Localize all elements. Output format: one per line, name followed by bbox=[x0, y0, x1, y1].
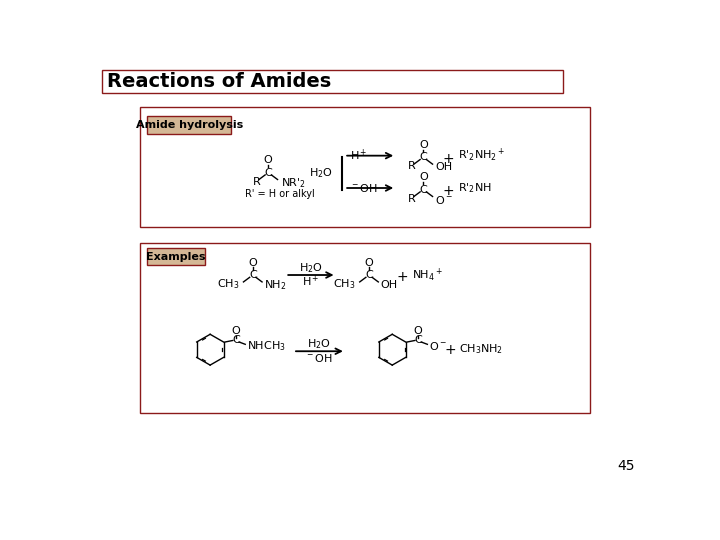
Text: Amide hydrolysis: Amide hydrolysis bbox=[135, 120, 243, 130]
Text: +: + bbox=[442, 184, 454, 198]
Text: O: O bbox=[419, 172, 428, 182]
Text: C: C bbox=[419, 185, 427, 194]
Text: C: C bbox=[419, 152, 427, 162]
Text: C: C bbox=[365, 270, 373, 280]
Text: CH$_3$: CH$_3$ bbox=[333, 278, 356, 291]
Text: 45: 45 bbox=[617, 459, 635, 473]
Text: NH$_2$: NH$_2$ bbox=[264, 278, 287, 292]
Text: O: O bbox=[264, 156, 273, 165]
Text: C: C bbox=[264, 167, 272, 178]
Text: O$^-$: O$^-$ bbox=[435, 193, 453, 206]
Bar bbox=[148, 116, 231, 134]
Text: R'$_2$NH: R'$_2$NH bbox=[458, 181, 492, 195]
Bar bbox=[140, 107, 590, 226]
Text: H$_2$O: H$_2$O bbox=[299, 261, 323, 275]
Text: C: C bbox=[232, 335, 240, 346]
Bar bbox=[148, 248, 204, 265]
Text: OH: OH bbox=[381, 280, 397, 290]
Text: CH$_3$: CH$_3$ bbox=[217, 278, 240, 291]
Text: O: O bbox=[414, 326, 423, 336]
Text: $^-$OH: $^-$OH bbox=[351, 182, 379, 194]
Bar bbox=[140, 244, 590, 413]
Text: $^-$OH: $^-$OH bbox=[305, 352, 333, 364]
Text: NR'$_2$: NR'$_2$ bbox=[281, 176, 305, 190]
Text: O: O bbox=[419, 140, 428, 150]
Text: R' = H or alkyl: R' = H or alkyl bbox=[245, 189, 315, 199]
Text: +: + bbox=[442, 152, 454, 166]
Text: O: O bbox=[232, 326, 240, 336]
Text: H$_2$O: H$_2$O bbox=[307, 338, 331, 351]
Text: +: + bbox=[397, 269, 408, 284]
Bar bbox=[102, 70, 563, 93]
Text: Examples: Examples bbox=[146, 252, 206, 261]
Text: NH$_4$$^+$: NH$_4$$^+$ bbox=[413, 266, 444, 284]
Text: O: O bbox=[248, 258, 257, 268]
Text: R'$_2$NH$_2$$^+$: R'$_2$NH$_2$$^+$ bbox=[458, 147, 505, 164]
Text: R: R bbox=[253, 177, 261, 187]
Text: O: O bbox=[364, 258, 374, 268]
Text: H$^+$: H$^+$ bbox=[351, 148, 368, 163]
Text: OH: OH bbox=[435, 162, 452, 172]
Text: H$^+$: H$^+$ bbox=[302, 274, 320, 289]
Text: +: + bbox=[444, 343, 456, 357]
Text: R: R bbox=[408, 161, 415, 171]
Text: CH$_3$NH$_2$: CH$_3$NH$_2$ bbox=[459, 342, 503, 356]
Text: O$^-$: O$^-$ bbox=[429, 340, 447, 352]
Text: NHCH$_3$: NHCH$_3$ bbox=[247, 339, 286, 353]
Text: Reactions of Amides: Reactions of Amides bbox=[107, 72, 331, 91]
Text: R: R bbox=[408, 194, 415, 204]
Text: C: C bbox=[249, 270, 256, 280]
Text: C: C bbox=[414, 335, 422, 346]
Text: H$_2$O: H$_2$O bbox=[309, 166, 333, 179]
